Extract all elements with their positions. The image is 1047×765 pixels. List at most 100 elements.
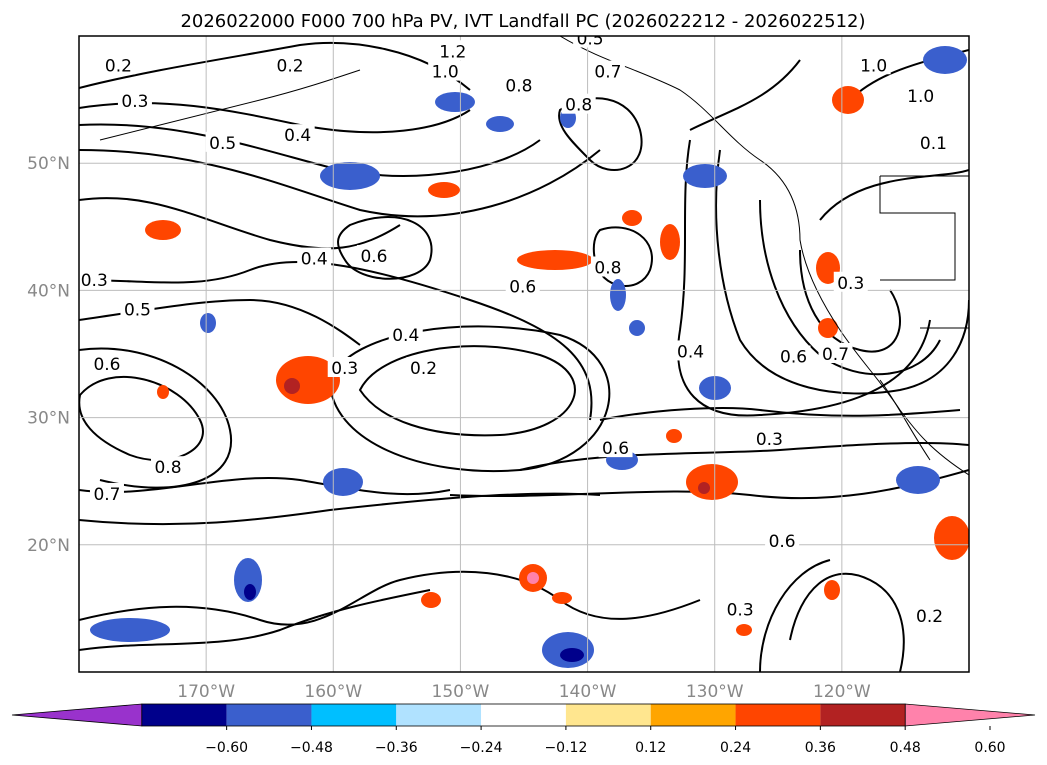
contour-label-bg — [561, 93, 596, 114]
lat-tick-label: 20°N — [27, 536, 70, 556]
contour-label-bg — [776, 345, 811, 366]
chart-title: 2026022000 F000 700 hPa PV, IVT Landfall… — [180, 11, 865, 32]
map-frame — [78, 35, 970, 673]
ivt-negative-area — [896, 466, 940, 494]
colorbar-extend-min — [11, 703, 143, 727]
contour-label-bg — [280, 124, 315, 145]
ivt-negative-area — [610, 279, 626, 311]
contour-label-bg — [89, 482, 124, 503]
pv-contour — [819, 169, 969, 221]
contour-label-bg — [673, 340, 708, 361]
contour-label: 0.7 — [93, 485, 120, 505]
pv-contour — [759, 559, 831, 672]
colorbar-bin — [650, 704, 736, 726]
contour-label: 0.6 — [509, 278, 536, 298]
lat-tick-label: 50°N — [27, 154, 70, 174]
contour-label: 0.2 — [410, 359, 437, 379]
ivt-negative-area — [683, 164, 727, 188]
pv-contour — [715, 149, 969, 395]
contour-label: 0.8 — [565, 96, 592, 116]
contour-label-bg — [912, 605, 947, 626]
ivt-strong-positive-area — [284, 378, 300, 394]
ivt-negative-area — [320, 162, 380, 190]
contour-label-bg — [818, 343, 853, 363]
contour-label: 0.2 — [916, 607, 943, 627]
ivt-negative-area — [629, 320, 645, 336]
pv-contour — [79, 570, 701, 626]
contour-label: 0.2 — [277, 56, 304, 76]
contour-label-bg — [752, 428, 787, 449]
contour-label-bg — [388, 323, 423, 344]
ivt-positive-area — [824, 580, 840, 600]
colorbar-bin — [311, 704, 397, 726]
map-panel: 0.2 0.21.21.00.80.50.70.81.01.00.30.40.5 0… — [79, 30, 969, 672]
ivt-negative-area — [90, 618, 170, 642]
ivt-positive-area — [934, 516, 969, 560]
coastline-north-america — [559, 36, 969, 476]
lon-tick-label: 160°W — [304, 682, 362, 702]
coastline-baja — [879, 379, 931, 461]
colorbar-bin — [226, 704, 312, 726]
colorbar-extend-max — [904, 703, 1036, 727]
contour-label-bg — [356, 245, 391, 266]
contour-label: 0.5 — [577, 30, 604, 50]
colorbar-bin — [565, 704, 651, 726]
latitude-axis: 20°N 30°N 40°N 50°N — [27, 154, 70, 556]
contour-label: 0.2 — [105, 56, 132, 76]
contour-label: 0.4 — [392, 326, 419, 346]
pv-contour — [79, 41, 471, 91]
contour-label: 0.3 — [727, 601, 754, 621]
lon-tick-label: 140°W — [559, 682, 617, 702]
ivt-strong-positive-area — [698, 482, 710, 494]
contour-label-bg — [428, 60, 463, 81]
pv-contour — [519, 441, 969, 471]
ivt-negative-area — [923, 46, 967, 74]
contour-label-bg — [435, 40, 470, 61]
lat-tick-label: 40°N — [27, 281, 70, 301]
contour-label-bg — [205, 131, 240, 152]
colorbar-tick-label: 0.48 — [890, 740, 921, 756]
contour-label: 0.3 — [81, 271, 108, 291]
contour-label-bg — [406, 356, 441, 377]
lat-tick-label: 30°N — [27, 409, 70, 429]
contour-label-bg — [327, 356, 362, 377]
colorbar-outline — [141, 703, 906, 727]
contour-label: 1.2 — [439, 42, 466, 62]
contour-label-bg — [79, 269, 112, 290]
ivt-negative-area — [200, 313, 216, 333]
longitude-axis: 170°W 160°W 150°W 140°W 130°W 120°W — [177, 682, 871, 702]
colorbar-tick-label: 0.12 — [635, 740, 666, 756]
contour-label: 0.6 — [769, 532, 796, 552]
contour-label: 0.3 — [837, 274, 864, 294]
contour-label: 0.7 — [822, 345, 849, 365]
contour-label-bg — [598, 437, 633, 458]
contour-labels: 0.2 0.21.21.00.80.50.70.81.01.00.30.40.5 0… — [79, 30, 951, 627]
contour-label-bg — [117, 89, 152, 110]
ivt-positive-area — [622, 210, 642, 226]
contour-label: 0.3 — [756, 430, 783, 450]
contour-label-bg — [151, 456, 185, 477]
contour-label-bg — [590, 256, 625, 277]
ivt-positive-area — [736, 624, 752, 636]
contour-label: 0.3 — [331, 359, 358, 379]
contour-label-bg — [833, 271, 868, 292]
pv-contour — [599, 407, 961, 421]
ivt-positive-area — [832, 86, 864, 114]
contour-label-bg — [903, 84, 938, 105]
colorbar-bin — [396, 704, 482, 726]
contour-label: 0.6 — [602, 439, 629, 459]
coastlines — [99, 36, 969, 476]
contour-label: 0.1 — [920, 134, 947, 154]
ivt-negative-area — [435, 92, 475, 112]
colorbar-tick-label: −0.60 — [205, 740, 248, 756]
lon-tick-label: 130°W — [686, 682, 744, 702]
ivt-positive-area — [666, 429, 682, 443]
contour-label: 0.4 — [301, 250, 328, 270]
pv-contour — [79, 376, 204, 462]
contour-label-bg — [856, 54, 891, 75]
pv-contour — [79, 476, 451, 496]
pv-contour — [689, 59, 801, 131]
contour-label: 0.6 — [93, 355, 120, 375]
ivt-positive-area — [428, 182, 460, 198]
